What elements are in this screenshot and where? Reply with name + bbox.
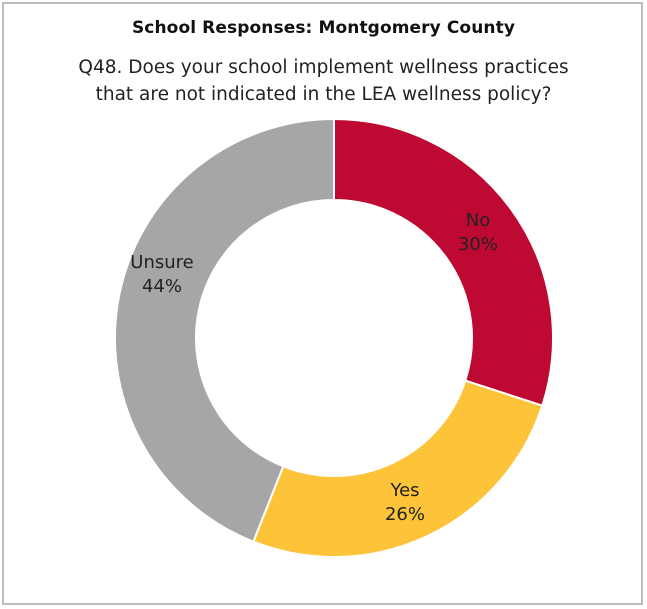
chart-subtitle-line-1: Q48. Does your school implement wellness… (78, 57, 569, 78)
slice-value-yes: 26% (385, 504, 425, 525)
slice-label-yes: Yes (389, 480, 419, 501)
slice-yes (252, 379, 544, 558)
slice-value-no: 30% (458, 234, 498, 255)
chart-subtitle-line-2: that are not indicated in the LEA wellne… (95, 84, 552, 105)
chart-title: School Responses: Montgomery County (131, 18, 516, 38)
chart-subtitle: Q48. Does your school implement wellness… (0, 54, 647, 108)
donut-labels: No 30% Yes 26% Unsure 44% (130, 210, 498, 525)
slice-value-unsure: 44% (142, 276, 182, 297)
slice-no (333, 117, 554, 407)
donut-slices (114, 117, 554, 558)
slice-label-unsure: Unsure (130, 252, 193, 273)
slice-unsure (114, 117, 335, 543)
slice-label-no: No (466, 210, 490, 231)
